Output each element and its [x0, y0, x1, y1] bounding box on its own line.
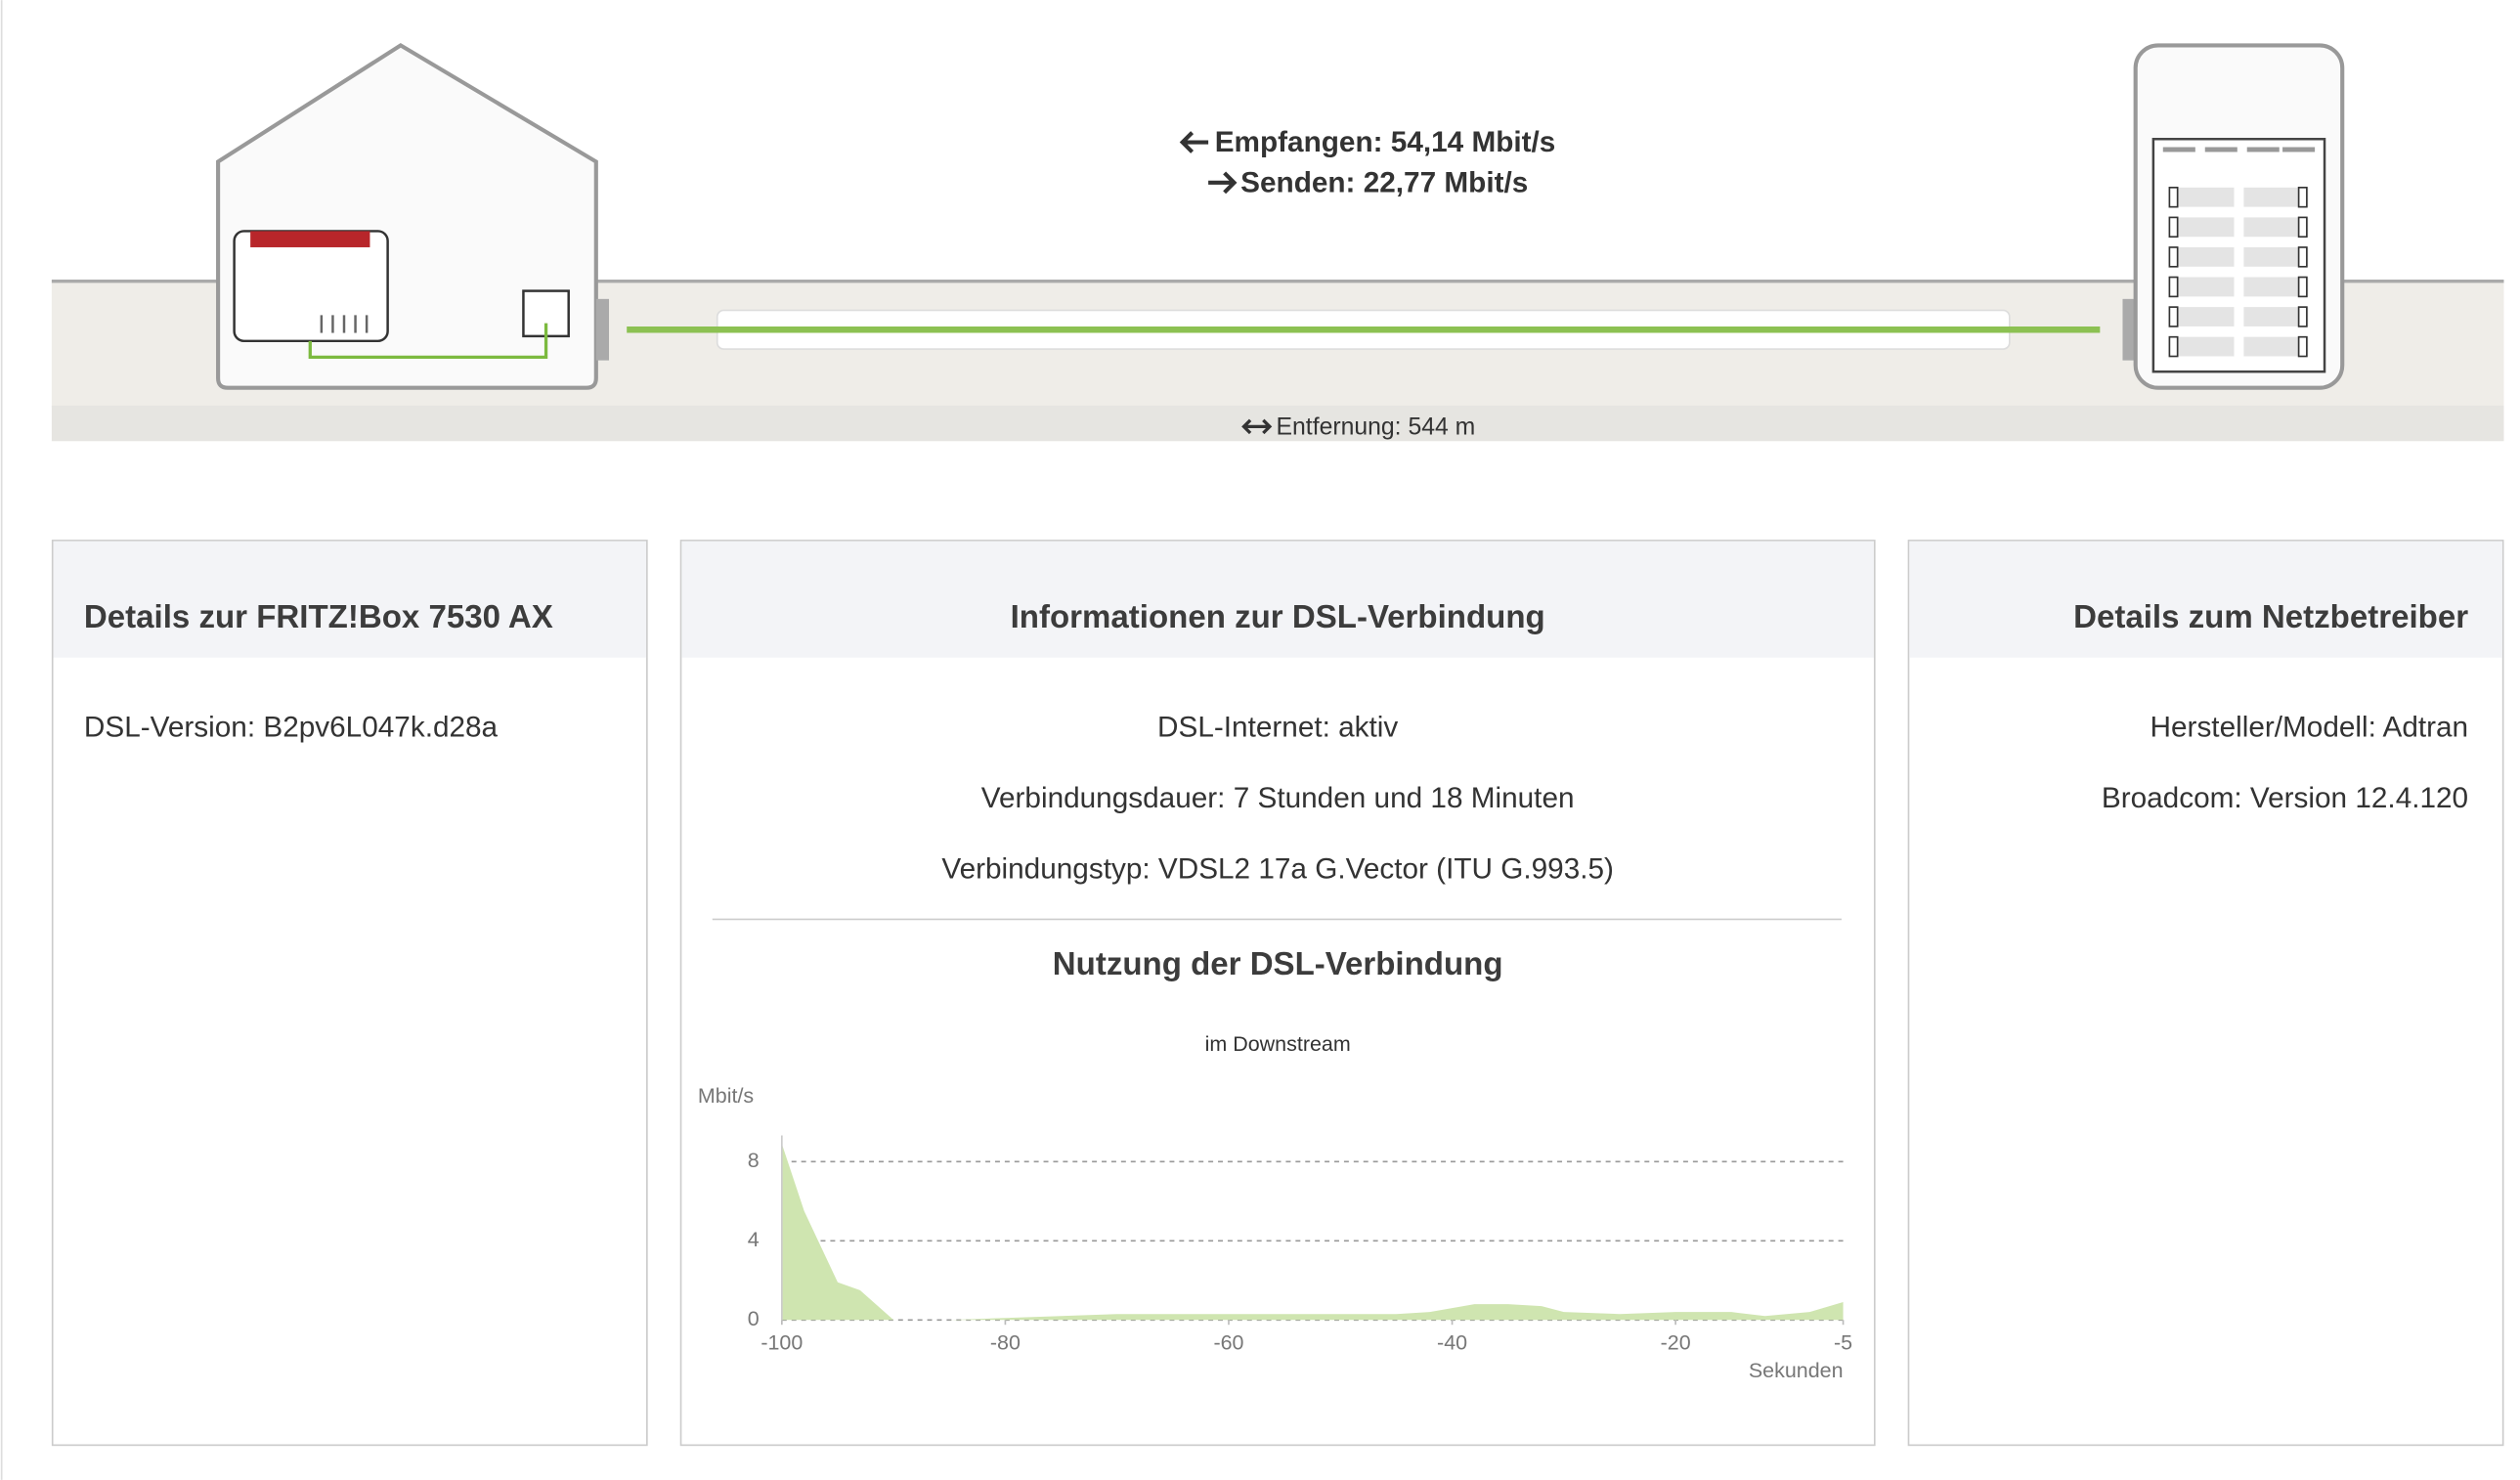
rack-led: [2297, 186, 2308, 208]
rack-led: [2168, 186, 2179, 208]
rack-led: [2297, 306, 2308, 327]
info-line: DSL-Internet: aktiv: [1157, 711, 1398, 743]
rack-unit: [2243, 187, 2309, 207]
info-line: Verbindungstyp: VDSL2 17a G.Vector (ITU …: [941, 853, 1614, 886]
rack-unit: [2243, 336, 2309, 357]
panel-header: [1909, 541, 2502, 658]
info-line: Broadcom: Version 12.4.120: [2102, 782, 2468, 814]
panel-header: [681, 541, 1874, 658]
arrow-left: [1179, 131, 1209, 153]
rack-unit: [2243, 217, 2309, 238]
rack-unit: [2169, 277, 2235, 297]
rack-slot: [2282, 147, 2316, 152]
rack-led: [2297, 335, 2308, 358]
send-rate: Senden: 22,77 Mbit/s: [1240, 166, 1528, 198]
x-axis-label: Sekunden: [1749, 1359, 1844, 1382]
info-line: DSL-Version: B2pv6L047k.d28a: [84, 711, 499, 743]
router: [233, 230, 389, 343]
wall-plug: [595, 298, 610, 361]
rack-unit: [2169, 246, 2235, 267]
panel-title: Informationen zur DSL-Verbindung: [1011, 599, 1545, 635]
usage-chart: 0 4 8 -100 -80 -60 -40 -20 -5: [748, 1135, 1852, 1355]
x-tick-label: -5: [1834, 1331, 1852, 1355]
x-tick-label: -60: [1213, 1331, 1243, 1355]
rack-slot: [2204, 147, 2238, 152]
rack-unit: [2243, 246, 2309, 267]
router-band: [250, 231, 370, 247]
y-tick-label: 4: [748, 1228, 760, 1251]
x-tick-label: -20: [1661, 1331, 1691, 1355]
y-tick-label: 8: [748, 1149, 760, 1172]
rack-led: [2168, 246, 2179, 268]
rack-plug: [2122, 298, 2136, 361]
rack-unit: [2169, 307, 2235, 326]
rack-slot: [2162, 147, 2195, 152]
rack-led: [2168, 276, 2179, 298]
panel-dsl: [679, 540, 1876, 1447]
rack-led: [2168, 216, 2179, 239]
rack-slot: [2246, 147, 2280, 152]
rack-led: [2297, 276, 2308, 298]
y-tick-label: 0: [748, 1307, 760, 1330]
ground-strip: [51, 405, 2504, 442]
y-axis-label: Mbit/s: [698, 1084, 754, 1108]
panel-fritzbox: [51, 540, 648, 1447]
panel-title: Details zum Netzbetreiber: [2073, 599, 2468, 635]
panel-provider: [1907, 540, 2504, 1447]
rack-unit: [2169, 217, 2235, 238]
x-tick-label: -100: [760, 1331, 803, 1355]
receive-rate: Empfangen: 54,14 Mbit/s: [1215, 126, 1556, 158]
arrow-right: [1208, 171, 1238, 195]
distance: Entfernung: 544 m: [1277, 414, 1476, 441]
x-tick-label: -40: [1437, 1331, 1467, 1355]
rack-unit: [2243, 307, 2309, 326]
rack-rows: [2162, 147, 2316, 358]
panel-title: Details zur FRITZ!Box 7530 AX: [84, 599, 553, 635]
chart-subtitle: im Downstream: [1205, 1032, 1351, 1056]
cable: [308, 323, 548, 359]
rack-led: [2297, 246, 2308, 268]
x-tick-label: -80: [990, 1331, 1021, 1355]
rack-led: [2168, 335, 2179, 358]
rack-unit: [2169, 187, 2235, 207]
info-line: Hersteller/Modell: Adtran: [2151, 711, 2469, 743]
chart-title: Nutzung der DSL-Verbindung: [1053, 946, 1503, 982]
arrow-both: [1241, 418, 1273, 435]
rack-led: [2168, 306, 2179, 327]
rack-led: [2297, 216, 2308, 239]
panel-header: [53, 541, 647, 658]
rack-unit: [2243, 277, 2309, 297]
info-line: Verbindungsdauer: 7 Stunden und 18 Minut…: [981, 782, 1575, 814]
rack-unit: [2169, 336, 2235, 357]
router-vents: [320, 315, 369, 333]
